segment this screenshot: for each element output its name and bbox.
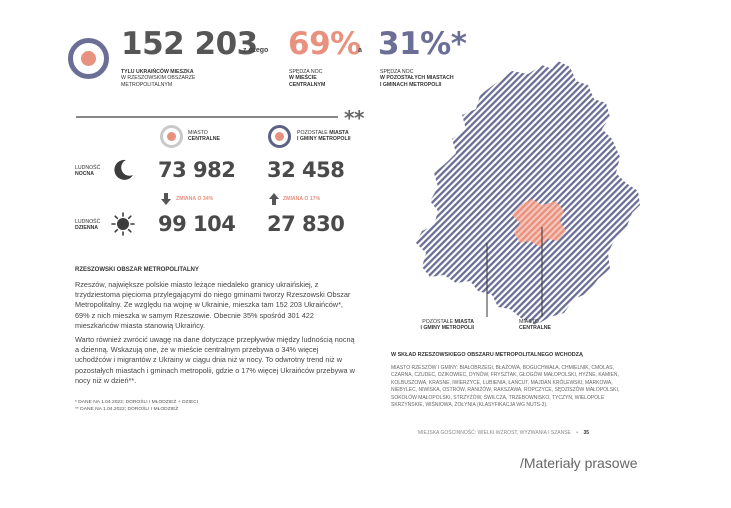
target-icon-center	[81, 51, 96, 66]
day-label-line1: LUDNOŚĆ	[75, 219, 101, 225]
article-paragraph-1: Rzeszów, największe polskie miasto leżąc…	[75, 280, 351, 330]
page-footer: MIEJSKA GOŚCINNOŚĆ: WIELKI WZROST, WYZWA…	[418, 430, 589, 436]
arrow-down-icon	[161, 193, 171, 205]
others-dot	[275, 132, 284, 141]
composition-text: MIASTO RZESZÓW I GMINY: BIAŁOBRZEGI, BŁA…	[391, 365, 620, 409]
total-caption-line2: W RZESZOWSKIM OBSZARZE	[121, 75, 196, 82]
night-label-line1: LUDNOŚĆ	[75, 165, 101, 171]
others-percent-caption: SPĘDZA NOC W POZOSTAŁYCH MIASTACH I GMIN…	[380, 69, 454, 88]
central-dot	[167, 132, 176, 141]
central-day-value: 99 104	[158, 212, 236, 236]
article-paragraph-2: Warto również zwrócić uwagę na dane doty…	[75, 335, 355, 385]
others-night-value: 32 458	[267, 158, 345, 182]
others-day-value: 27 830	[267, 212, 345, 236]
central-percent-caption: SPĘDZA NOC W MIEŚCIE CENTRALNYM	[289, 69, 325, 88]
central-night-value: 73 982	[158, 158, 236, 182]
target-icon-small	[160, 125, 183, 148]
legend-others-bold: MIASTA	[329, 130, 349, 136]
map-label-central-line2: CENTRALNE	[519, 325, 551, 332]
article-heading: RZESZOWSKI OBSZAR METROPOLITALNY	[75, 267, 199, 273]
total-caption: TYLU UKRAIŃCÓW MIESZKA W RZESZOWSKIM OBS…	[121, 69, 195, 88]
connector-a: a	[358, 47, 362, 54]
connector-z-czego: z czego	[243, 47, 269, 54]
legend-central-line2: CENTRALNE	[188, 136, 220, 143]
footnotes: * DANE NA 1.04.2022; DOROŚLI I MŁODZIEŻ …	[75, 399, 198, 413]
night-label-line2: NOCNA	[75, 171, 95, 178]
central-caption-line3: CENTRALNYM	[289, 81, 326, 88]
central-caption-line2: W MIEŚCIE	[289, 75, 317, 82]
metropolitan-map	[416, 61, 640, 325]
others-region	[416, 61, 640, 325]
footnote-2: ** DANE NA 1.04.2022; DOROŚLI I MŁODZIEŻ	[75, 407, 179, 412]
footer-text: MIEJSKA GOŚCINNOŚĆ: WIELKI WZROST, WYZWA…	[418, 430, 571, 436]
legend-central: MIASTO CENTRALNE	[188, 130, 220, 143]
moon-icon	[114, 159, 133, 180]
others-caption-line2: W POZOSTAŁYCH MIASTACH	[380, 75, 454, 82]
others-caption-line1: SPĘDZA NOC	[380, 69, 414, 75]
central-caption-line1: SPĘDZA NOC	[289, 69, 323, 75]
divider-line	[76, 116, 338, 118]
map-label-central-line1: MIASTO	[519, 319, 539, 325]
legend-others: POZOSTAŁE MIASTA I GMINY METROPOLII	[297, 130, 351, 143]
sun-icon	[111, 212, 135, 236]
page-number: 35	[583, 430, 589, 436]
total-number: 152 203	[121, 26, 258, 62]
central-region	[512, 199, 566, 247]
day-label: LUDNOŚĆ DZIENNA	[75, 219, 100, 232]
map-label-others-line2: I GMINY METROPOLII	[420, 325, 474, 332]
legend-others-line2: I GMINY METROPOLII	[297, 136, 351, 143]
legend-central-line1: MIASTO	[188, 130, 208, 136]
map-label-central: MIASTO CENTRALNE	[519, 319, 551, 332]
others-caption-line3: I GMINACH METROPOLII	[380, 81, 442, 88]
total-caption-line1: TYLU UKRAIŃCÓW MIESZKA	[121, 69, 194, 75]
photo-credit: /Materiały prasowe	[520, 455, 638, 471]
others-change: ZMIANA O 17%	[283, 196, 321, 202]
others-percent: 31%*	[378, 26, 467, 62]
map-label-others-thin: POZOSTAŁE	[422, 319, 454, 325]
target-icon	[68, 38, 109, 79]
footnote-1: * DANE NA 1.04.2022; DOROŚLI I MŁODZIEŻ …	[75, 400, 198, 405]
day-label-line2: DZIENNA	[75, 225, 99, 232]
central-percent: 69%	[288, 26, 361, 62]
target-icon-others	[268, 125, 291, 148]
footer-separator: •	[576, 430, 579, 436]
composition-heading: W SKŁAD RZESZOWSKIEGO OBSZARU METROPOLIT…	[391, 352, 583, 358]
article-body: Rzeszów, największe polskie miasto leżąc…	[75, 280, 355, 386]
map-label-others: POZOSTAŁE MIASTA I GMINY METROPOLII	[394, 319, 474, 332]
central-change: ZMIANA O 34%	[176, 196, 214, 202]
legend-others-thin: POZOSTAŁE	[297, 130, 328, 136]
arrow-up-icon	[269, 193, 279, 205]
night-label: LUDNOŚĆ NOCNA	[75, 165, 100, 178]
double-star-mark: **	[344, 106, 364, 130]
total-caption-line3: METROPOLITALNYM	[121, 81, 173, 88]
map-label-others-bold: MIASTA	[454, 319, 475, 325]
